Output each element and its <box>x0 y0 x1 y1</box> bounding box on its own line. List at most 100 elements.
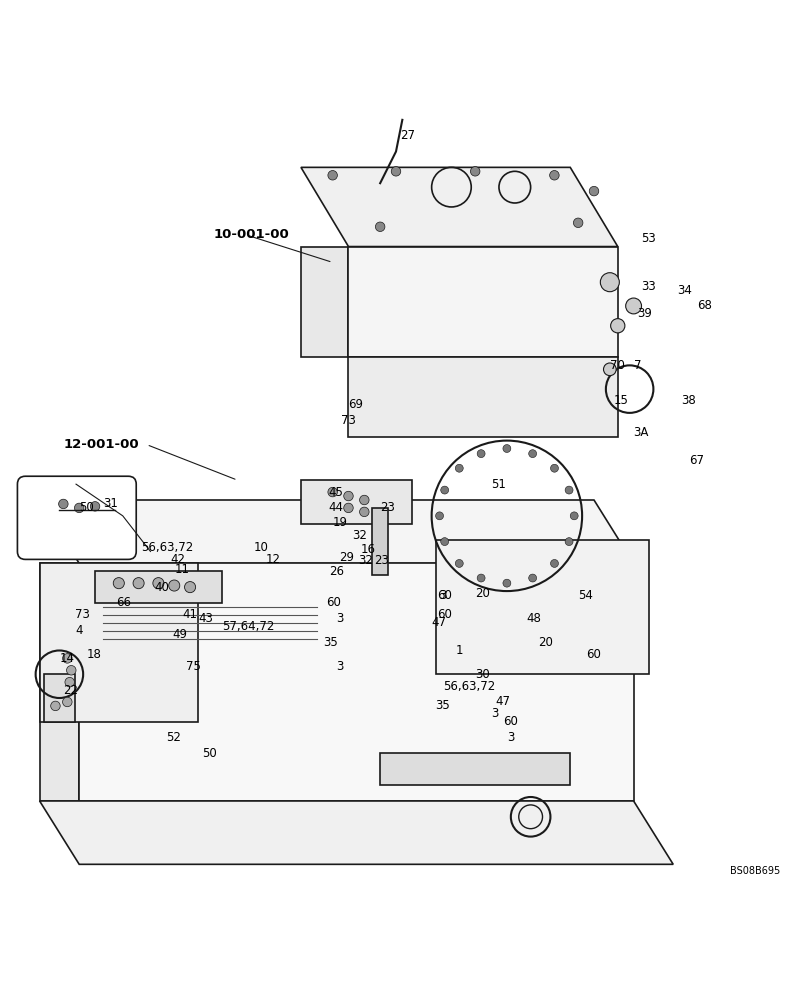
Circle shape <box>503 445 511 452</box>
Circle shape <box>59 499 68 509</box>
Text: BS08B695: BS08B695 <box>730 866 780 876</box>
Circle shape <box>589 186 599 196</box>
Circle shape <box>391 167 401 176</box>
Text: 40: 40 <box>154 581 169 594</box>
Circle shape <box>153 578 164 589</box>
Circle shape <box>133 578 144 589</box>
Text: 53: 53 <box>642 232 657 245</box>
Text: 12: 12 <box>265 553 280 566</box>
Text: 60: 60 <box>437 589 452 602</box>
Circle shape <box>600 273 619 292</box>
Circle shape <box>611 319 625 333</box>
Text: 35: 35 <box>436 699 451 712</box>
Text: 60: 60 <box>586 648 601 661</box>
Polygon shape <box>40 801 673 864</box>
Circle shape <box>63 697 72 707</box>
Text: 42: 42 <box>170 553 185 566</box>
Polygon shape <box>44 674 75 722</box>
Polygon shape <box>301 247 348 357</box>
Text: 70: 70 <box>610 359 625 372</box>
Text: 39: 39 <box>638 307 653 320</box>
Polygon shape <box>436 540 649 674</box>
Circle shape <box>440 486 448 494</box>
Text: 4: 4 <box>75 624 82 637</box>
Circle shape <box>477 450 485 458</box>
Polygon shape <box>95 571 222 603</box>
Text: 54: 54 <box>578 589 593 602</box>
Text: 16: 16 <box>360 543 375 556</box>
Circle shape <box>455 559 463 567</box>
Circle shape <box>604 363 616 376</box>
Circle shape <box>529 450 537 458</box>
Circle shape <box>67 666 76 675</box>
Text: 20: 20 <box>539 636 554 649</box>
Circle shape <box>185 582 196 593</box>
Circle shape <box>360 495 369 505</box>
Text: 51: 51 <box>491 478 506 491</box>
Text: 15: 15 <box>614 394 629 408</box>
Text: 10-001-00: 10-001-00 <box>214 228 290 241</box>
Text: 20: 20 <box>475 587 490 600</box>
Circle shape <box>550 559 558 567</box>
Text: 26: 26 <box>329 565 344 578</box>
Polygon shape <box>348 247 618 357</box>
Polygon shape <box>40 563 79 801</box>
Text: 27: 27 <box>400 129 415 142</box>
Text: 3: 3 <box>491 707 498 720</box>
Text: 56,63,72: 56,63,72 <box>141 541 193 554</box>
Text: 23: 23 <box>380 501 395 514</box>
Circle shape <box>565 538 573 546</box>
Text: 66: 66 <box>116 596 131 609</box>
Text: 11: 11 <box>174 563 189 576</box>
Circle shape <box>626 298 642 314</box>
Text: 1: 1 <box>455 644 463 657</box>
Circle shape <box>550 464 558 472</box>
Circle shape <box>503 579 511 587</box>
Text: 29: 29 <box>339 551 354 564</box>
Text: 44: 44 <box>329 501 344 514</box>
Circle shape <box>455 464 463 472</box>
Text: 50: 50 <box>202 747 217 760</box>
Text: 12-001-00: 12-001-00 <box>63 438 139 451</box>
Text: 73: 73 <box>75 608 90 621</box>
Polygon shape <box>348 357 618 437</box>
Polygon shape <box>40 500 634 563</box>
Text: 50: 50 <box>79 501 94 514</box>
Text: 3A: 3A <box>634 426 649 439</box>
Circle shape <box>344 491 353 501</box>
Text: 60: 60 <box>503 715 518 728</box>
Text: 60: 60 <box>437 608 452 621</box>
Circle shape <box>51 701 60 711</box>
Text: 41: 41 <box>182 608 197 621</box>
Polygon shape <box>301 167 618 247</box>
Circle shape <box>344 503 353 513</box>
Text: 30: 30 <box>475 668 490 681</box>
Circle shape <box>328 487 337 497</box>
Text: 19: 19 <box>333 516 348 529</box>
Circle shape <box>436 512 444 520</box>
Text: 3: 3 <box>440 589 447 602</box>
Text: 31: 31 <box>103 497 118 510</box>
Circle shape <box>328 171 337 180</box>
Text: 14: 14 <box>59 652 74 665</box>
Text: 57,64,72: 57,64,72 <box>222 620 274 633</box>
Text: 10: 10 <box>253 541 268 554</box>
Circle shape <box>63 654 72 663</box>
Circle shape <box>90 502 100 511</box>
Text: 49: 49 <box>173 628 188 641</box>
Circle shape <box>113 578 124 589</box>
Text: 56,63,72: 56,63,72 <box>444 680 496 693</box>
Polygon shape <box>40 563 198 722</box>
Text: 60: 60 <box>326 596 341 609</box>
Polygon shape <box>79 563 634 801</box>
Text: 22: 22 <box>63 684 78 697</box>
Text: 48: 48 <box>527 612 542 625</box>
Text: 67: 67 <box>689 454 704 467</box>
Text: 35: 35 <box>323 636 338 649</box>
Polygon shape <box>372 508 388 575</box>
Circle shape <box>74 503 84 513</box>
Text: 38: 38 <box>681 394 696 408</box>
Circle shape <box>375 222 385 232</box>
FancyBboxPatch shape <box>17 476 136 559</box>
Text: 47: 47 <box>495 695 510 708</box>
